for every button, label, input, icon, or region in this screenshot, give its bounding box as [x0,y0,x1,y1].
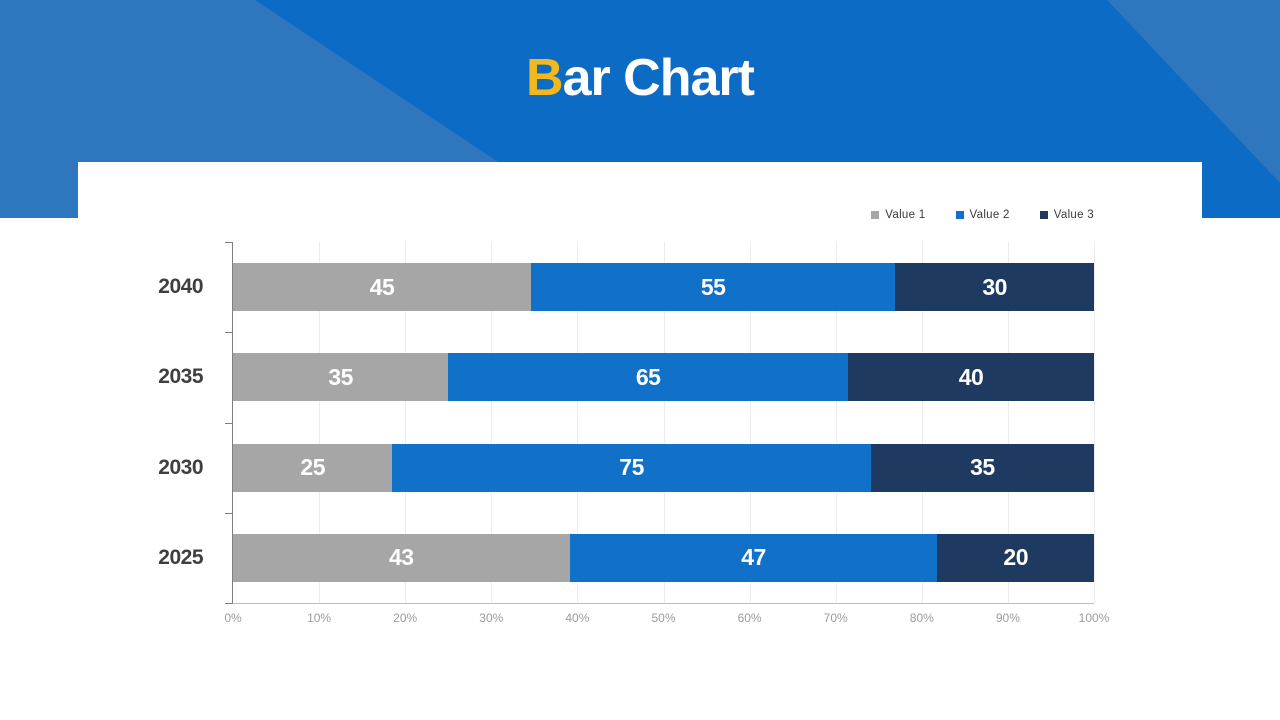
category-axis-labels: 2040 2035 2030 2025 [78,242,218,603]
gridline [319,242,321,603]
legend-item-value-2: Value 2 [955,209,1010,221]
y-axis-tick [225,422,233,424]
x-axis-tick-labels: 0% 10% 20% 30% 40% 50% 60% 70% 80% 90% 100% [224,611,1109,627]
x-tick-label-80pct: 80% [909,611,934,625]
plot-area: 45 55 30 35 65 40 25 75 35 43 47 20 [225,242,1095,604]
bar-segment-value-3: 20 [937,533,1094,582]
x-tick-label-20pct: 20% [393,611,418,625]
legend-item-value-1: Value 1 [871,209,925,221]
x-tick-label-10pct: 10% [307,611,332,625]
y-axis-tick [225,332,233,334]
gridline [749,242,751,603]
gridline [1094,242,1095,603]
gridline [835,242,837,603]
legend-swatch-icon [1039,211,1048,219]
x-axis-line [233,603,1094,604]
x-tick-label-50pct: 50% [651,611,676,625]
x-tick-label-60pct: 60% [737,611,762,625]
y-axis-tick [225,512,233,514]
bar-row-2040: 45 55 30 [233,263,1094,312]
x-tick-label-0pct: 0% [224,611,242,625]
x-tick-label-90pct: 90% [995,611,1020,625]
bar-value-label: 30 [982,273,1007,300]
x-tick-label-30pct: 30% [479,611,504,625]
gridline [405,242,407,603]
title-accent-letter: B [526,49,564,107]
bar-segment-value-1: 35 [233,353,449,402]
bar-row-2035: 35 65 40 [233,353,1094,402]
bar-segment-value-2: 47 [569,533,938,582]
gridline [577,242,579,603]
bar-value-label: 35 [328,363,353,390]
bar-value-label: 65 [635,363,661,390]
gridline [491,242,493,603]
legend-swatch-icon [871,211,880,219]
x-tick-label-40pct: 40% [565,611,590,625]
title-text: ar Chart [562,49,755,107]
content-panel [78,162,1202,720]
category-label-2035: 2035 [158,365,203,389]
legend-swatch-icon [955,211,964,219]
legend-label: Value 1 [885,209,926,221]
bar-value-label: 25 [300,454,326,481]
bar-value-label: 55 [700,273,726,300]
bar-value-label: 20 [1003,544,1028,571]
category-label-2030: 2030 [158,455,203,479]
chart-legend: Value 1 Value 2 Value 3 [871,209,1094,221]
bar-row-2030: 25 75 35 [233,443,1094,492]
bar-value-label: 45 [369,273,395,300]
category-label-2025: 2025 [158,545,203,569]
gridline [663,242,665,603]
bar-segment-value-2: 65 [448,353,848,402]
y-axis-tick [225,603,233,604]
bar-segment-value-3: 35 [870,443,1094,492]
bar-segment-value-1: 43 [233,533,570,582]
x-tick-label-100pct: 100% [1078,611,1110,625]
bar-segment-value-2: 55 [531,263,896,312]
bar-segment-value-3: 40 [848,353,1094,402]
bar-value-label: 43 [388,544,414,571]
bar-value-label: 40 [958,363,984,390]
bar-segment-value-3: 30 [895,263,1094,312]
bar-row-2025: 43 47 20 [233,533,1094,582]
bar-value-label: 35 [970,454,995,481]
legend-label: Value 3 [1053,209,1094,221]
page-title: Bar Chart [0,49,1280,107]
category-label-2040: 2040 [158,275,203,299]
gridline [1007,242,1009,603]
bar-segment-value-2: 75 [392,443,871,492]
legend-label: Value 2 [969,209,1010,221]
y-axis-tick [225,242,233,243]
bar-value-label: 75 [619,454,644,481]
bar-value-label: 47 [741,544,766,571]
bar-segment-value-1: 45 [233,263,532,312]
legend-item-value-3: Value 3 [1039,209,1094,221]
x-tick-label-70pct: 70% [823,611,848,625]
bar-segment-value-1: 25 [233,443,393,492]
gridline [921,242,923,603]
header-right-diagonal-shape [1107,0,1280,183]
